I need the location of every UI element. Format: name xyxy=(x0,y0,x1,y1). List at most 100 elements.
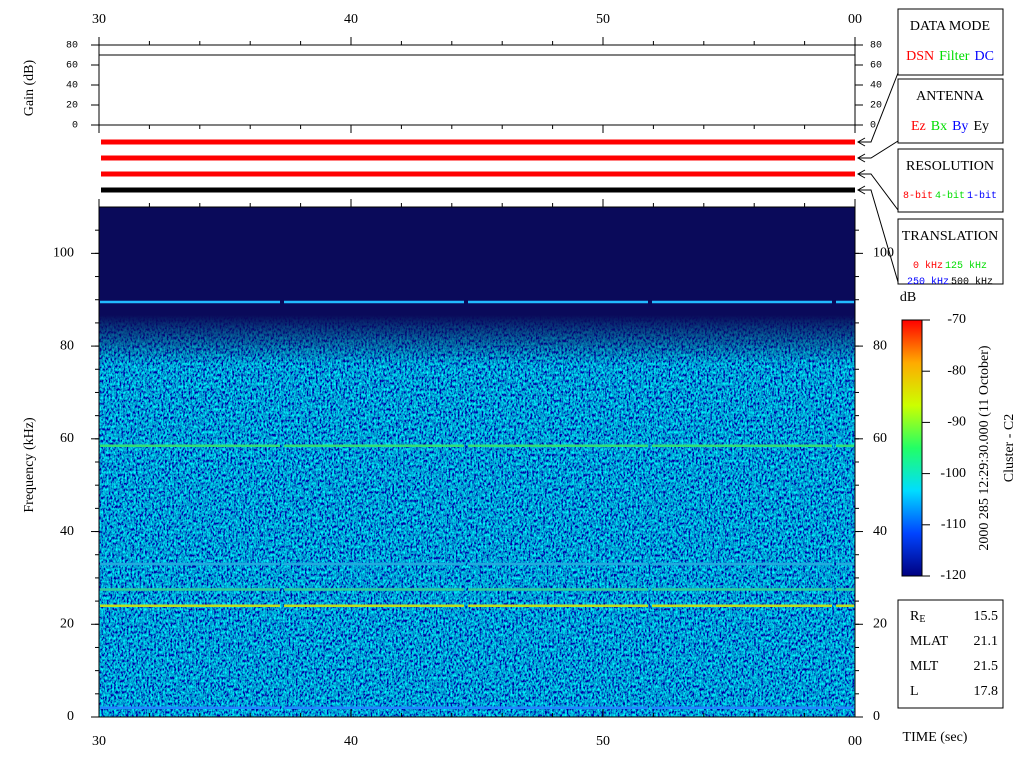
legend-item: DSN xyxy=(906,49,934,64)
info-value: 21.5 xyxy=(974,659,999,674)
info-label: MLAT xyxy=(910,634,949,649)
x-tick-label: 30 xyxy=(92,734,106,749)
y-tick-label: 0 xyxy=(873,709,880,724)
legend-item: 0 kHz xyxy=(913,260,943,272)
info-label-text: MLAT xyxy=(910,634,949,649)
y-tick-label: 80 xyxy=(873,338,887,353)
legend-connector xyxy=(858,173,899,211)
legend-box xyxy=(897,78,1004,144)
x-tick-label: 50 xyxy=(596,12,610,27)
gain-tick-label: 20 xyxy=(870,101,882,112)
legend-arrow xyxy=(856,153,866,163)
legend-connector xyxy=(858,72,899,143)
legend-row: DSN Filter DC xyxy=(906,49,994,64)
spectrogram-texture xyxy=(99,315,855,717)
x-tick-label: 00 xyxy=(848,12,862,27)
info-value: 15.5 xyxy=(974,609,999,624)
gain-tick-label: 40 xyxy=(66,81,78,92)
legend-box xyxy=(897,8,1004,76)
legend-item: 1-bit xyxy=(967,190,997,202)
legend-title: ANTENNA xyxy=(916,89,985,104)
legend-row: 0 kHz 125 kHz xyxy=(913,260,987,272)
colorbar-label: dB xyxy=(900,290,916,305)
legend-box xyxy=(897,218,1004,285)
legend-item: Filter xyxy=(939,49,970,64)
legend-item: 8-bit xyxy=(903,190,933,202)
gain-tick-label: 40 xyxy=(870,81,882,92)
y-tick-label: 60 xyxy=(60,431,74,446)
info-label-text: MLT xyxy=(910,659,939,674)
colorbar-tick-label: -90 xyxy=(947,415,966,430)
gain-tick-label: 0 xyxy=(870,121,876,132)
x-tick-label: 40 xyxy=(344,734,358,749)
colorbar xyxy=(901,319,923,577)
colorbar-tick-label: -100 xyxy=(940,466,966,481)
info-label: L xyxy=(910,684,919,699)
gain-tick-label: 0 xyxy=(72,121,78,132)
legend-row: 250 kHz 500 kHz xyxy=(907,276,993,288)
legend-item: Bx xyxy=(931,119,947,134)
x-tick-label: 30 xyxy=(92,12,106,27)
info-label-text: R xyxy=(910,609,920,624)
legend-arrow xyxy=(856,169,866,179)
y-tick-label: 20 xyxy=(60,616,74,631)
spectrogram-fade xyxy=(99,315,855,365)
mode-bar xyxy=(101,187,855,193)
legend-connector xyxy=(858,140,899,159)
gain-tick-label: 20 xyxy=(66,101,78,112)
legend-row: Ez Bx By Ey xyxy=(911,119,989,134)
legend-item: 125 kHz xyxy=(945,260,987,272)
colorbar-tick-label: -120 xyxy=(940,568,966,583)
mode-bar xyxy=(101,139,855,145)
legend-title: RESOLUTION xyxy=(906,159,994,174)
legend-item: 250 kHz xyxy=(907,276,949,288)
gain-tick-label: 60 xyxy=(66,61,78,72)
info-label: MLT xyxy=(910,659,939,674)
x-tick-label: 50 xyxy=(596,734,610,749)
legend-row: 8-bit 4-bit 1-bit xyxy=(903,190,997,202)
info-label-text: L xyxy=(910,684,919,699)
gain-axis-label: Gain (dB) xyxy=(22,59,37,116)
mode-bar xyxy=(101,155,855,161)
x-tick-label: 00 xyxy=(848,734,862,749)
gain-tick-label: 80 xyxy=(870,41,882,52)
y-tick-label: 20 xyxy=(873,616,887,631)
mode-bar xyxy=(101,171,855,177)
legend-title: DATA MODE xyxy=(910,19,990,34)
gain-frame xyxy=(98,44,856,126)
info-label: RE xyxy=(910,609,925,625)
legend-arrow xyxy=(856,137,866,147)
frequency-axis-label: Frequency (kHz) xyxy=(22,417,37,513)
side-text: 2000 285 12:29:30.000 (11 October) xyxy=(977,345,992,551)
y-tick-label: 100 xyxy=(53,246,74,261)
info-box xyxy=(897,599,1004,709)
legend-item: 4-bit xyxy=(935,190,965,202)
legend-box xyxy=(897,148,1004,213)
legend-item: Ez xyxy=(911,119,926,134)
time-axis-label: TIME (sec) xyxy=(903,730,968,745)
y-tick-label: 40 xyxy=(873,524,887,539)
y-tick-label: 40 xyxy=(60,524,74,539)
colorbar-tick-label: -70 xyxy=(947,312,966,327)
gain-tick-label: 60 xyxy=(870,61,882,72)
legend-item: 500 kHz xyxy=(951,276,993,288)
legend-item: By xyxy=(952,119,968,134)
info-label-sub: E xyxy=(919,614,925,625)
legend-title: TRANSLATION xyxy=(902,229,998,244)
legend-item: DC xyxy=(974,49,993,64)
y-tick-label: 0 xyxy=(67,709,74,724)
colorbar-tick-label: -80 xyxy=(947,363,966,378)
x-tick-label: 40 xyxy=(344,12,358,27)
gain-tick-label: 80 xyxy=(66,41,78,52)
info-value: 17.8 xyxy=(974,684,999,699)
side-text: Cluster - C2 xyxy=(1002,414,1017,482)
legend-connector xyxy=(858,189,899,283)
info-value: 21.1 xyxy=(974,634,999,649)
legend-item: Ey xyxy=(973,119,989,134)
y-tick-label: 60 xyxy=(873,431,887,446)
y-tick-label: 80 xyxy=(60,338,74,353)
legend-arrow xyxy=(856,185,866,195)
colorbar-tick-label: -110 xyxy=(941,517,966,532)
